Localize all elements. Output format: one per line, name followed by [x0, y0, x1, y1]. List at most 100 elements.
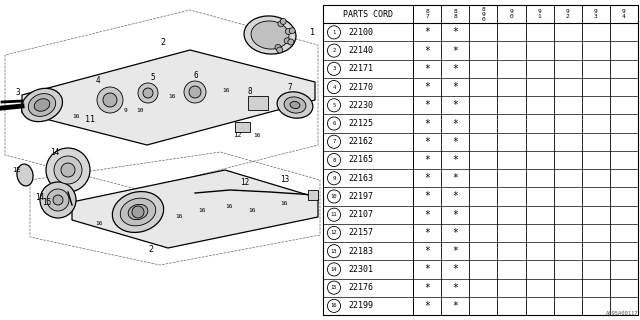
Polygon shape [22, 50, 315, 145]
Text: *: * [452, 100, 458, 110]
Text: *: * [452, 191, 458, 202]
Text: 14: 14 [35, 193, 44, 202]
Text: *: * [424, 137, 430, 147]
Circle shape [97, 87, 123, 113]
Text: 16: 16 [248, 208, 255, 213]
Ellipse shape [17, 164, 33, 186]
Circle shape [132, 206, 144, 218]
Text: 22165: 22165 [348, 156, 373, 164]
Text: 7: 7 [425, 14, 429, 19]
Text: 16: 16 [72, 114, 79, 119]
Text: 3: 3 [332, 66, 335, 71]
Text: *: * [424, 100, 430, 110]
Text: 1: 1 [332, 30, 335, 35]
Text: 22157: 22157 [348, 228, 373, 237]
Text: 8: 8 [453, 14, 457, 19]
Bar [308, 190, 318, 200]
Ellipse shape [128, 204, 148, 220]
Text: 8: 8 [425, 9, 429, 14]
Text: 2: 2 [566, 14, 570, 19]
Text: 11: 11 [331, 212, 337, 217]
Ellipse shape [244, 16, 296, 54]
Text: 9: 9 [538, 9, 541, 14]
Text: 2: 2 [332, 48, 335, 53]
Text: 16: 16 [280, 201, 287, 206]
Circle shape [54, 156, 82, 184]
Ellipse shape [22, 88, 63, 122]
Text: *: * [452, 228, 458, 238]
Text: 4: 4 [622, 14, 626, 19]
Circle shape [138, 83, 158, 103]
Text: *: * [424, 173, 430, 183]
Text: *: * [424, 155, 430, 165]
Circle shape [184, 81, 206, 103]
Text: 5: 5 [150, 73, 155, 82]
Text: 0: 0 [509, 14, 513, 19]
Polygon shape [72, 170, 318, 248]
Text: 0: 0 [481, 17, 485, 22]
Circle shape [278, 21, 284, 27]
Text: 16: 16 [198, 208, 205, 213]
Text: 8: 8 [481, 6, 485, 12]
Text: 4: 4 [96, 76, 100, 85]
Bar [323, 5, 638, 315]
Text: 12: 12 [233, 132, 241, 138]
Text: 15: 15 [42, 198, 51, 207]
Ellipse shape [120, 198, 156, 226]
Text: *: * [452, 264, 458, 275]
Text: 22170: 22170 [348, 83, 373, 92]
Text: 14: 14 [50, 148, 60, 157]
Text: 22301: 22301 [348, 265, 373, 274]
Text: 22107: 22107 [348, 210, 373, 219]
Circle shape [189, 86, 201, 98]
Text: *: * [452, 137, 458, 147]
Circle shape [285, 28, 291, 35]
Text: 1: 1 [538, 14, 541, 19]
Text: *: * [424, 82, 430, 92]
Text: 16: 16 [331, 303, 337, 308]
Circle shape [61, 163, 75, 177]
Text: 9: 9 [124, 108, 128, 113]
Text: 8: 8 [453, 9, 457, 14]
Ellipse shape [34, 99, 50, 111]
Ellipse shape [290, 101, 300, 108]
Text: 22140: 22140 [348, 46, 373, 55]
Text: 7: 7 [288, 83, 292, 92]
Text: *: * [424, 228, 430, 238]
Text: 16: 16 [253, 133, 260, 138]
Text: 1E: 1E [12, 167, 20, 173]
Text: *: * [452, 155, 458, 165]
Text: *: * [452, 173, 458, 183]
Text: 9: 9 [332, 176, 335, 181]
Text: 16: 16 [168, 94, 175, 99]
Text: *: * [424, 246, 430, 256]
Text: *: * [424, 191, 430, 202]
Ellipse shape [277, 92, 313, 118]
Text: 22125: 22125 [348, 119, 373, 128]
Text: 13: 13 [331, 249, 337, 254]
Circle shape [280, 19, 286, 24]
Circle shape [289, 28, 295, 34]
Circle shape [276, 47, 283, 53]
Text: 9: 9 [509, 9, 513, 14]
Text: 22163: 22163 [348, 174, 373, 183]
Circle shape [288, 39, 294, 45]
Text: 10: 10 [136, 108, 143, 113]
Text: *: * [424, 264, 430, 275]
Circle shape [103, 93, 117, 107]
Bar [248, 96, 268, 110]
Text: 22100: 22100 [348, 28, 373, 37]
Text: 6: 6 [332, 121, 335, 126]
Text: *: * [424, 64, 430, 74]
Text: 22162: 22162 [348, 137, 373, 146]
Text: 13: 13 [280, 175, 289, 184]
Text: *: * [452, 64, 458, 74]
Text: 3: 3 [594, 14, 598, 19]
Text: 22183: 22183 [348, 247, 373, 256]
Text: 12: 12 [331, 230, 337, 236]
Circle shape [275, 44, 281, 50]
Text: 16: 16 [222, 88, 230, 93]
Text: *: * [424, 301, 430, 311]
Circle shape [143, 88, 153, 98]
Text: 16: 16 [175, 214, 182, 219]
